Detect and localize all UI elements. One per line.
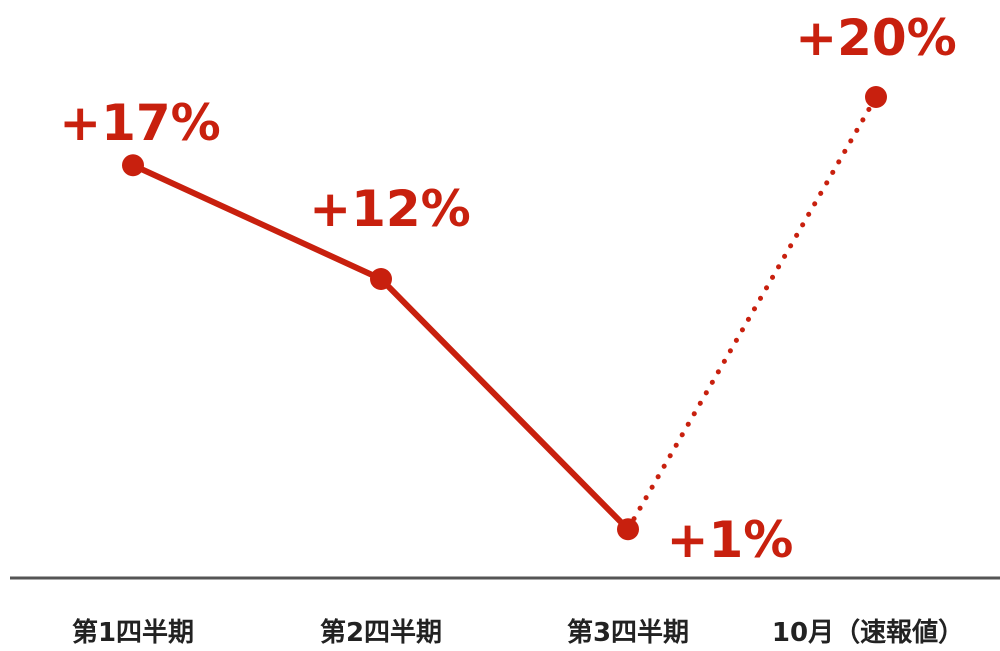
data-labels: +17% +12% +1% +20% [59, 9, 957, 569]
x-tick-label-4: 10月（速報値） [772, 618, 964, 648]
x-tick-label-2: 第2四半期 [320, 617, 442, 648]
data-point-1 [122, 154, 144, 177]
data-label-2: +12% [309, 180, 471, 238]
x-tick-labels: 第1四半期 第2四半期 第3四半期 10月（速報値） [72, 617, 964, 648]
data-label-3: +1% [667, 511, 794, 569]
data-label-4: +20% [795, 9, 957, 67]
data-point-4 [865, 86, 887, 108]
x-tick-label-3: 第3四半期 [567, 617, 689, 648]
x-tick-label-1: 第1四半期 [72, 617, 194, 648]
data-point-2 [370, 268, 392, 290]
data-label-1: +17% [59, 94, 221, 152]
series-points [122, 86, 887, 541]
data-point-3 [617, 518, 639, 541]
series-segment-dotted [625, 94, 879, 532]
series-segment [378, 276, 631, 533]
series-segment [130, 162, 384, 282]
series-segments [130, 94, 879, 533]
